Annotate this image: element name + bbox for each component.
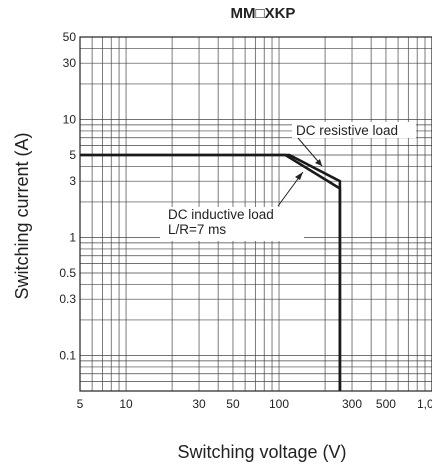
annotation-resistive-label: DC resistive load (296, 123, 398, 138)
x-tick-label: 1,000 (417, 397, 432, 411)
x-axis-label: Switching voltage (V) (177, 442, 346, 462)
chart-title: MM□XKP (231, 5, 296, 22)
annotation-resistive-arrowhead (315, 159, 322, 166)
x-tick-label: 10 (119, 397, 133, 411)
y-tick-label: 0.1 (59, 348, 76, 362)
x-tick-label: 30 (192, 397, 206, 411)
annotation-resistive: DC resistive load (292, 122, 416, 167)
y-tick-label: 0.3 (59, 292, 76, 306)
y-tick-label: 10 (63, 112, 77, 126)
annotation-inductive-line2: L/R=7 ms (168, 222, 226, 237)
annotation-inductive-arrowhead (295, 172, 303, 180)
x-axis-ticks: 5 10 30 50 100 300 500 1,000 (77, 397, 432, 411)
y-tick-label: 0.5 (59, 266, 76, 280)
y-tick-label: 30 (63, 56, 77, 70)
y-tick-label: 3 (69, 174, 76, 188)
plot-frame (79, 36, 432, 392)
x-tick-label: 50 (226, 397, 240, 411)
annotation-inductive: DC inductive load L/R=7 ms (160, 171, 304, 241)
y-tick-label: 50 (63, 30, 77, 44)
y-axis-ticks: 0.1 0.3 0.5 1 3 5 10 30 50 (59, 30, 76, 362)
series-layer (80, 153, 342, 391)
x-tick-label: 100 (269, 397, 289, 411)
y-tick-label: 5 (69, 148, 76, 162)
annotation-inductive-label: DC inductive load (168, 207, 274, 222)
y-axis-label: Switching current (A) (12, 132, 32, 299)
x-tick-label: 300 (342, 397, 362, 411)
x-tick-label: 5 (77, 397, 84, 411)
x-tick-label: 500 (376, 397, 396, 411)
y-tick-label: 1 (69, 230, 76, 244)
series-dc-inductive-line (80, 153, 342, 391)
